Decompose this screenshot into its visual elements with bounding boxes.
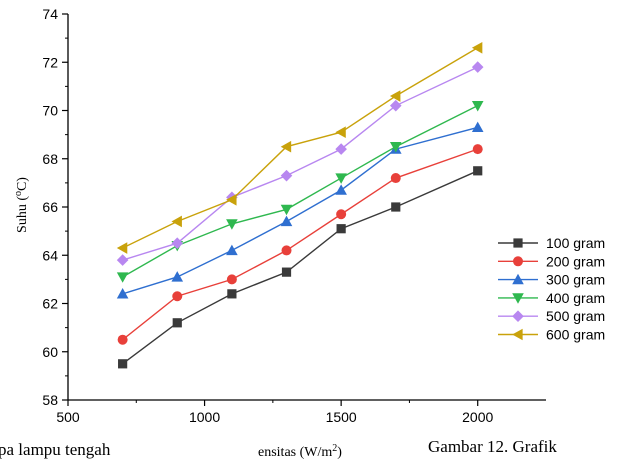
data-point xyxy=(335,173,347,184)
series-600-gram xyxy=(116,41,483,254)
data-point xyxy=(335,143,347,155)
caption-right: Gambar 12. Grafik xyxy=(428,437,557,456)
legend-label: 100 gram xyxy=(546,235,605,251)
series-line xyxy=(122,126,478,295)
data-point xyxy=(472,144,483,155)
axes: 58 60 62 64 66 68 70 72 74 500 1000 1500 2000 xyxy=(42,6,546,425)
legend-marker xyxy=(512,293,524,304)
series-line xyxy=(122,66,479,261)
data-point xyxy=(390,173,401,184)
y-tick-label: 74 xyxy=(42,6,58,22)
y-axis-title-superscript: o xyxy=(13,191,24,196)
x-tick-label: 1000 xyxy=(189,409,220,425)
caption-left: pa lampu tengah xyxy=(0,440,111,459)
data-point xyxy=(226,274,237,285)
legend-label: 600 gram xyxy=(546,327,605,343)
y-tick-label: 70 xyxy=(42,103,58,119)
legend-item: 100 gram xyxy=(498,235,605,251)
legend-marker xyxy=(513,256,523,267)
legend-item: 500 gram xyxy=(498,308,605,324)
data-point xyxy=(280,204,293,216)
y-tick-label: 72 xyxy=(42,54,58,70)
legend-item: 200 gram xyxy=(498,253,605,269)
legend-marker xyxy=(512,310,524,322)
data-point xyxy=(116,288,129,299)
x-axis-title-superscript: 2 xyxy=(332,443,337,454)
data-point xyxy=(171,271,184,282)
series-line xyxy=(122,105,479,278)
series-100-gram xyxy=(118,166,483,369)
data-point xyxy=(336,209,347,220)
data-point xyxy=(280,215,293,227)
data-point xyxy=(226,219,238,230)
legend-label: 300 gram xyxy=(546,272,605,288)
series-line xyxy=(122,47,479,249)
data-point xyxy=(172,318,182,328)
legend-item: 300 gram xyxy=(498,272,605,288)
y-tick-label: 60 xyxy=(42,344,58,360)
data-point xyxy=(226,193,237,206)
data-point xyxy=(116,254,129,266)
series-line xyxy=(122,170,478,365)
data-point xyxy=(335,126,346,139)
y-axis-title: Suhu (oC) xyxy=(13,177,31,233)
data-point xyxy=(473,166,483,176)
y-tick-label: 68 xyxy=(42,151,58,167)
data-point xyxy=(117,334,128,345)
legend-label: 200 gram xyxy=(546,253,605,269)
data-point xyxy=(116,272,129,283)
legend-marker xyxy=(513,238,523,248)
legend-item: 600 gram xyxy=(498,327,605,343)
data-point xyxy=(172,291,183,302)
data-point xyxy=(226,244,238,256)
data-point xyxy=(471,101,484,112)
data-point xyxy=(471,61,484,73)
y-tick-label: 64 xyxy=(42,247,58,263)
legend-label: 500 gram xyxy=(546,308,605,324)
data-point xyxy=(389,142,402,153)
data-point xyxy=(471,121,484,133)
legend-marker xyxy=(512,328,523,341)
x-tick-label: 500 xyxy=(56,409,80,425)
data-point xyxy=(389,99,402,112)
x-tick-label: 1500 xyxy=(326,409,357,425)
data-point xyxy=(471,41,483,54)
data-point xyxy=(280,169,293,182)
data-point xyxy=(116,242,128,254)
legend-item: 400 gram xyxy=(498,290,605,306)
data-point xyxy=(336,224,346,234)
series-200-gram xyxy=(117,144,483,345)
series-group xyxy=(116,41,484,369)
legend: 100 gram 200 gram 300 gram 400 gram 500 gram… xyxy=(498,235,605,343)
data-point xyxy=(391,202,401,212)
x-tick-label: 2000 xyxy=(462,409,493,425)
data-point xyxy=(280,140,292,153)
data-point xyxy=(389,90,401,102)
legend-marker xyxy=(512,273,524,285)
legend-label: 400 gram xyxy=(546,290,605,306)
y-tick-label: 66 xyxy=(42,199,58,215)
data-point xyxy=(335,184,347,195)
y-tick-label: 58 xyxy=(42,392,58,408)
x-axis-title: ensitas (W/m2) xyxy=(258,443,342,461)
series-300-gram xyxy=(116,121,484,299)
data-point xyxy=(171,215,182,228)
y-tick-label: 62 xyxy=(42,296,58,312)
data-point xyxy=(118,359,128,369)
data-point xyxy=(281,245,292,256)
series-500-gram xyxy=(116,61,484,266)
data-point xyxy=(171,237,184,249)
data-point xyxy=(281,267,292,277)
data-point xyxy=(227,289,237,299)
